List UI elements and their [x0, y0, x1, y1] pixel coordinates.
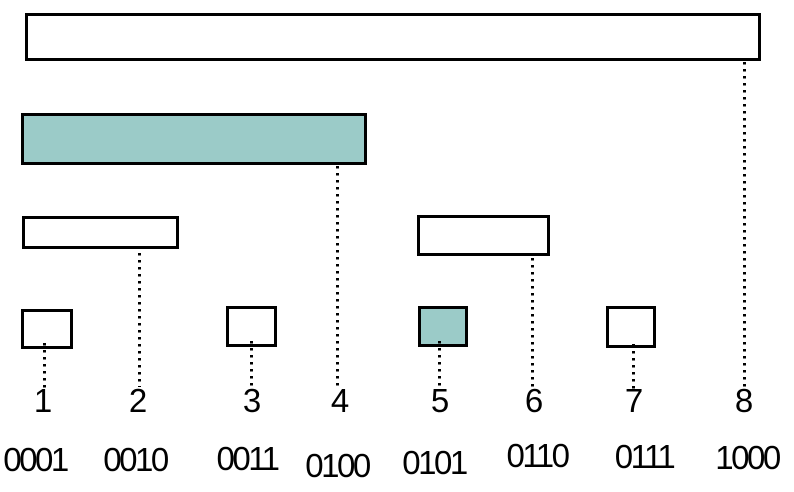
connector-cell-1-to-index-1 — [43, 343, 46, 388]
binary-label-0010: 0010 — [103, 441, 169, 478]
binary-label-0011: 0011 — [216, 440, 280, 477]
index-number-8: 8 — [734, 382, 754, 419]
index-number-3: 3 — [242, 382, 262, 419]
index-number-5: 5 — [430, 382, 450, 419]
binary-label-0110: 0110 — [506, 437, 570, 474]
index-number-2: 2 — [128, 382, 148, 419]
binary-label-0100: 0100 — [305, 447, 371, 484]
box-cell-7 — [606, 306, 656, 348]
connector-range-1-2-to-index-2 — [138, 253, 141, 387]
binary-label-0001: 0001 — [3, 441, 69, 478]
connector-range-1-4-to-index-4 — [336, 166, 339, 387]
connector-cell-5-to-index-5 — [438, 341, 441, 387]
box-range-1-2 — [22, 216, 179, 249]
index-number-7: 7 — [624, 382, 644, 419]
connector-cell-7-to-index-7 — [632, 344, 635, 390]
box-cell-5 — [418, 306, 468, 347]
box-cell-1 — [21, 309, 73, 349]
box-range-1-8 — [25, 13, 761, 61]
index-number-6: 6 — [524, 382, 544, 419]
box-range-5-6 — [417, 215, 550, 256]
box-range-1-4 — [21, 113, 367, 165]
binary-label-0101: 0101 — [402, 444, 468, 481]
binary-label-1000: 1000 — [715, 439, 781, 476]
binary-label-0111: 0111 — [614, 438, 676, 475]
index-number-1: 1 — [33, 382, 53, 419]
connector-range-5-6-to-index-6 — [531, 258, 534, 387]
connector-cell-3-to-index-3 — [250, 341, 253, 386]
index-number-4: 4 — [330, 382, 350, 419]
connector-range-1-8-to-index-8 — [743, 62, 746, 387]
